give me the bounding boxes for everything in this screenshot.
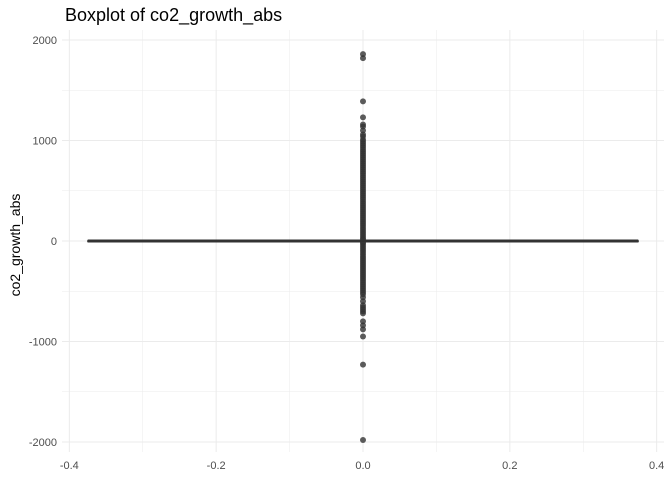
y-tick-label: 0 [51,236,57,248]
x-tick-label: 0.4 [649,460,664,472]
y-tick-label: -1000 [29,336,57,348]
x-axis-ticks: -0.4 -0.2 0.0 0.2 0.4 [60,460,664,472]
outlier-point [360,55,366,62]
x-tick-label: 0.0 [355,460,370,472]
outlier-point [360,361,366,368]
x-tick-label: 0.2 [502,460,517,472]
y-tick-label: 2000 [33,35,57,47]
x-tick-label: -0.2 [207,460,226,472]
plot-marks [87,51,639,443]
y-axis-ticks: -2000 -1000 0 1000 2000 [29,35,57,449]
x-tick-label: -0.4 [60,460,79,472]
outlier-point [360,333,366,340]
y-tick-label: -2000 [29,437,57,449]
y-axis-label: co2_growth_abs [7,194,23,297]
outlier-point [360,326,366,333]
y-tick-label: 1000 [33,136,57,148]
outlier-point [360,310,366,317]
outlier-point [360,98,366,105]
outlier-point [360,114,366,121]
chart-title: Boxplot of co2_growth_abs [65,5,282,26]
outlier-point [360,436,366,443]
